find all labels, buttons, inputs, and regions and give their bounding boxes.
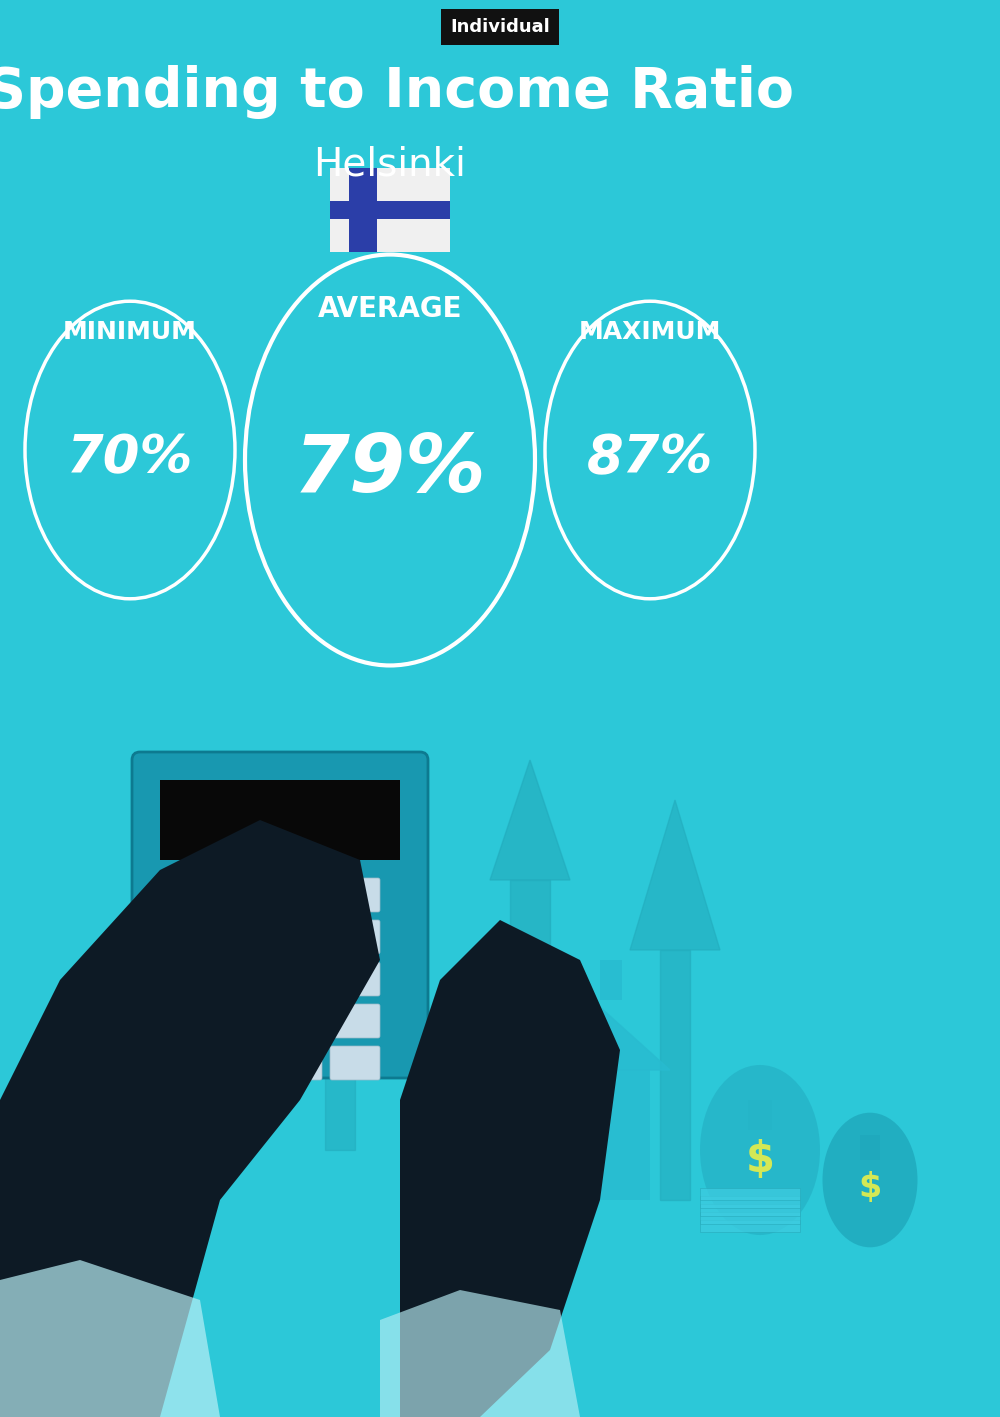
Polygon shape xyxy=(380,1289,580,1417)
Bar xyxy=(160,779,400,860)
FancyBboxPatch shape xyxy=(330,962,380,996)
Ellipse shape xyxy=(700,1066,820,1236)
Polygon shape xyxy=(490,760,570,880)
Text: AVERAGE: AVERAGE xyxy=(318,295,462,323)
Bar xyxy=(349,169,377,252)
FancyBboxPatch shape xyxy=(330,1046,380,1080)
FancyBboxPatch shape xyxy=(330,879,380,913)
FancyBboxPatch shape xyxy=(214,1005,264,1039)
Polygon shape xyxy=(630,801,720,949)
FancyBboxPatch shape xyxy=(156,1046,206,1080)
FancyBboxPatch shape xyxy=(214,1046,264,1080)
Text: Helsinki: Helsinki xyxy=(314,145,466,183)
FancyBboxPatch shape xyxy=(214,962,264,996)
Bar xyxy=(330,169,450,252)
Bar xyxy=(700,1204,800,1216)
FancyBboxPatch shape xyxy=(156,962,206,996)
Polygon shape xyxy=(325,1000,355,1151)
FancyBboxPatch shape xyxy=(214,920,264,954)
FancyBboxPatch shape xyxy=(272,879,322,913)
FancyBboxPatch shape xyxy=(214,879,264,913)
Polygon shape xyxy=(660,949,690,1200)
Bar xyxy=(700,1220,800,1231)
Text: 79%: 79% xyxy=(294,431,486,509)
Polygon shape xyxy=(470,981,670,1070)
Bar xyxy=(330,201,450,220)
Text: MAXIMUM: MAXIMUM xyxy=(579,320,721,344)
Bar xyxy=(860,1135,880,1161)
FancyBboxPatch shape xyxy=(272,962,322,996)
FancyBboxPatch shape xyxy=(330,920,380,954)
Bar xyxy=(700,1196,800,1209)
Bar xyxy=(748,1100,772,1129)
Polygon shape xyxy=(0,1260,220,1417)
Bar xyxy=(545,1125,595,1200)
FancyBboxPatch shape xyxy=(330,1005,380,1039)
FancyBboxPatch shape xyxy=(272,1005,322,1039)
Bar xyxy=(700,1187,800,1200)
Ellipse shape xyxy=(822,1112,918,1247)
Polygon shape xyxy=(400,920,620,1417)
Text: Spending to Income Ratio: Spending to Income Ratio xyxy=(0,65,794,119)
FancyBboxPatch shape xyxy=(156,1005,206,1039)
Text: MINIMUM: MINIMUM xyxy=(63,320,197,344)
Bar xyxy=(490,1070,650,1200)
Polygon shape xyxy=(510,880,550,1100)
FancyBboxPatch shape xyxy=(272,920,322,954)
Text: $: $ xyxy=(746,1139,774,1180)
Text: $: $ xyxy=(858,1172,882,1204)
FancyBboxPatch shape xyxy=(156,920,206,954)
FancyBboxPatch shape xyxy=(272,1046,322,1080)
Text: 70%: 70% xyxy=(67,432,193,485)
Text: 87%: 87% xyxy=(587,432,713,485)
Polygon shape xyxy=(0,820,380,1417)
FancyBboxPatch shape xyxy=(156,879,206,913)
Bar xyxy=(600,959,622,1000)
Text: Individual: Individual xyxy=(450,18,550,35)
Polygon shape xyxy=(300,880,390,1000)
Bar xyxy=(700,1212,800,1224)
FancyBboxPatch shape xyxy=(132,752,428,1078)
